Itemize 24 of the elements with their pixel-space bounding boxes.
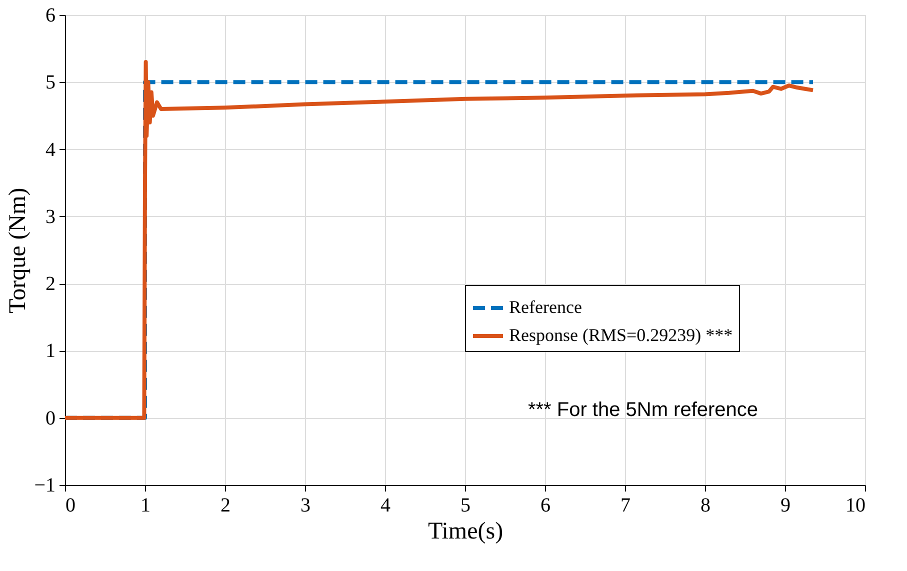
x-tick-label: 5 (460, 494, 470, 516)
y-tick-label: 4 (46, 138, 56, 161)
x-tick-label: 6 (540, 494, 550, 516)
x-tick-label: 3 (300, 494, 310, 516)
annotation: *** For the 5Nm reference (528, 399, 758, 421)
y-tick-label: 1 (46, 340, 56, 362)
x-axis-title: Time(s) (428, 518, 504, 544)
x-tick-label: 7 (620, 494, 630, 516)
legend-label: Reference (509, 297, 582, 317)
y-tick-label: 0 (46, 407, 56, 430)
x-tick-label: 8 (700, 494, 710, 516)
x-tick-label: 9 (780, 494, 790, 516)
x-tick-label: 1 (140, 494, 150, 516)
x-tick-label: 0 (66, 494, 76, 516)
x-tick-label: 4 (380, 494, 390, 516)
y-tick-label: −1 (34, 474, 56, 496)
y-axis-title: Torque (Nm) (5, 188, 32, 314)
legend-label: Response (RMS=0.29239) *** (509, 325, 733, 345)
y-tick-label: 2 (46, 273, 56, 296)
x-tick-label: 10 (846, 494, 866, 516)
y-tick-label: 6 (46, 4, 56, 26)
y-tick-label: 5 (46, 72, 56, 94)
y-tick-label: 3 (46, 206, 56, 228)
x-tick-label: 2 (220, 494, 230, 516)
